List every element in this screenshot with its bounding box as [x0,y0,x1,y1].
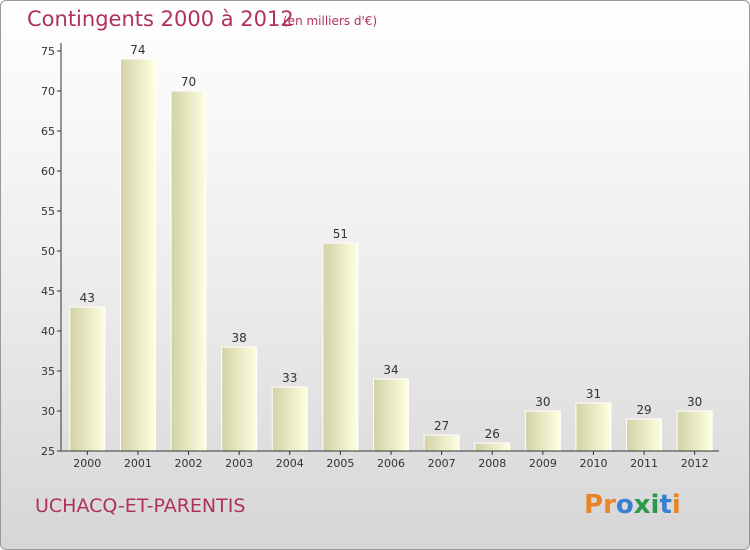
brand-letter: o [615,490,634,520]
bar-2008 [474,442,511,452]
brand-letter: x [633,490,651,520]
y-tick-label-30: 30 [41,405,55,418]
x-tick-label-2012: 2012 [681,457,709,470]
x-tick-label-2004: 2004 [276,457,304,470]
chart-subtitle: (en milliers d'€) [283,14,378,28]
y-tick-label-45: 45 [41,285,55,298]
y-tick-label-25: 25 [41,445,55,458]
x-tick-label-2008: 2008 [478,457,506,470]
value-label-2001: 74 [130,43,145,57]
bar-2007 [423,434,460,452]
x-tick-label-2006: 2006 [377,457,405,470]
bar-2009 [524,410,561,452]
bar-2003 [221,346,258,452]
brand-letter: r [603,490,616,520]
y-tick-label-50: 50 [41,245,55,258]
x-tick-label-2010: 2010 [579,457,607,470]
bar-2012 [676,410,713,452]
bar-2011 [626,418,663,452]
y-tick-label-65: 65 [41,125,55,138]
value-label-2011: 29 [636,403,651,417]
value-label-2008: 26 [485,427,500,441]
value-label-2005: 51 [333,227,348,241]
bar-2004 [271,386,308,452]
y-tick-label-35: 35 [41,365,55,378]
value-label-2000: 43 [80,291,95,305]
value-label-2012: 30 [687,395,702,409]
brand-letter: t [659,490,672,520]
x-tick-label-2001: 2001 [124,457,152,470]
brand-letter: i [671,490,681,520]
x-tick-label-2000: 2000 [73,457,101,470]
y-tick-label-60: 60 [41,165,55,178]
x-tick-label-2007: 2007 [428,457,456,470]
value-label-2010: 31 [586,387,601,401]
brand-letter: P [584,490,604,520]
bar-2010 [575,402,612,452]
bar-2002 [170,90,207,452]
proxiti-logo: Proxiti [584,490,681,520]
bar-2001 [119,58,156,452]
x-tick-label-2003: 2003 [225,457,253,470]
value-label-2009: 30 [535,395,550,409]
x-tick-label-2002: 2002 [175,457,203,470]
bar-2000 [69,306,106,452]
brand-letter: i [650,490,660,520]
bar-2005 [322,242,359,452]
y-tick-label-75: 75 [41,45,55,58]
x-tick-label-2011: 2011 [630,457,658,470]
y-tick-label-70: 70 [41,85,55,98]
value-label-2004: 33 [282,371,297,385]
value-label-2003: 38 [232,331,247,345]
value-label-2006: 34 [383,363,398,377]
chart-title: Contingents 2000 à 2012 [27,7,294,31]
commune-name: UCHACQ-ET-PARENTIS [35,495,246,517]
x-tick-label-2005: 2005 [326,457,354,470]
y-tick-label-40: 40 [41,325,55,338]
value-label-2007: 27 [434,419,449,433]
value-label-2002: 70 [181,75,196,89]
bar-2006 [373,378,409,452]
y-tick-label-55: 55 [41,205,55,218]
x-tick-label-2009: 2009 [529,457,557,470]
